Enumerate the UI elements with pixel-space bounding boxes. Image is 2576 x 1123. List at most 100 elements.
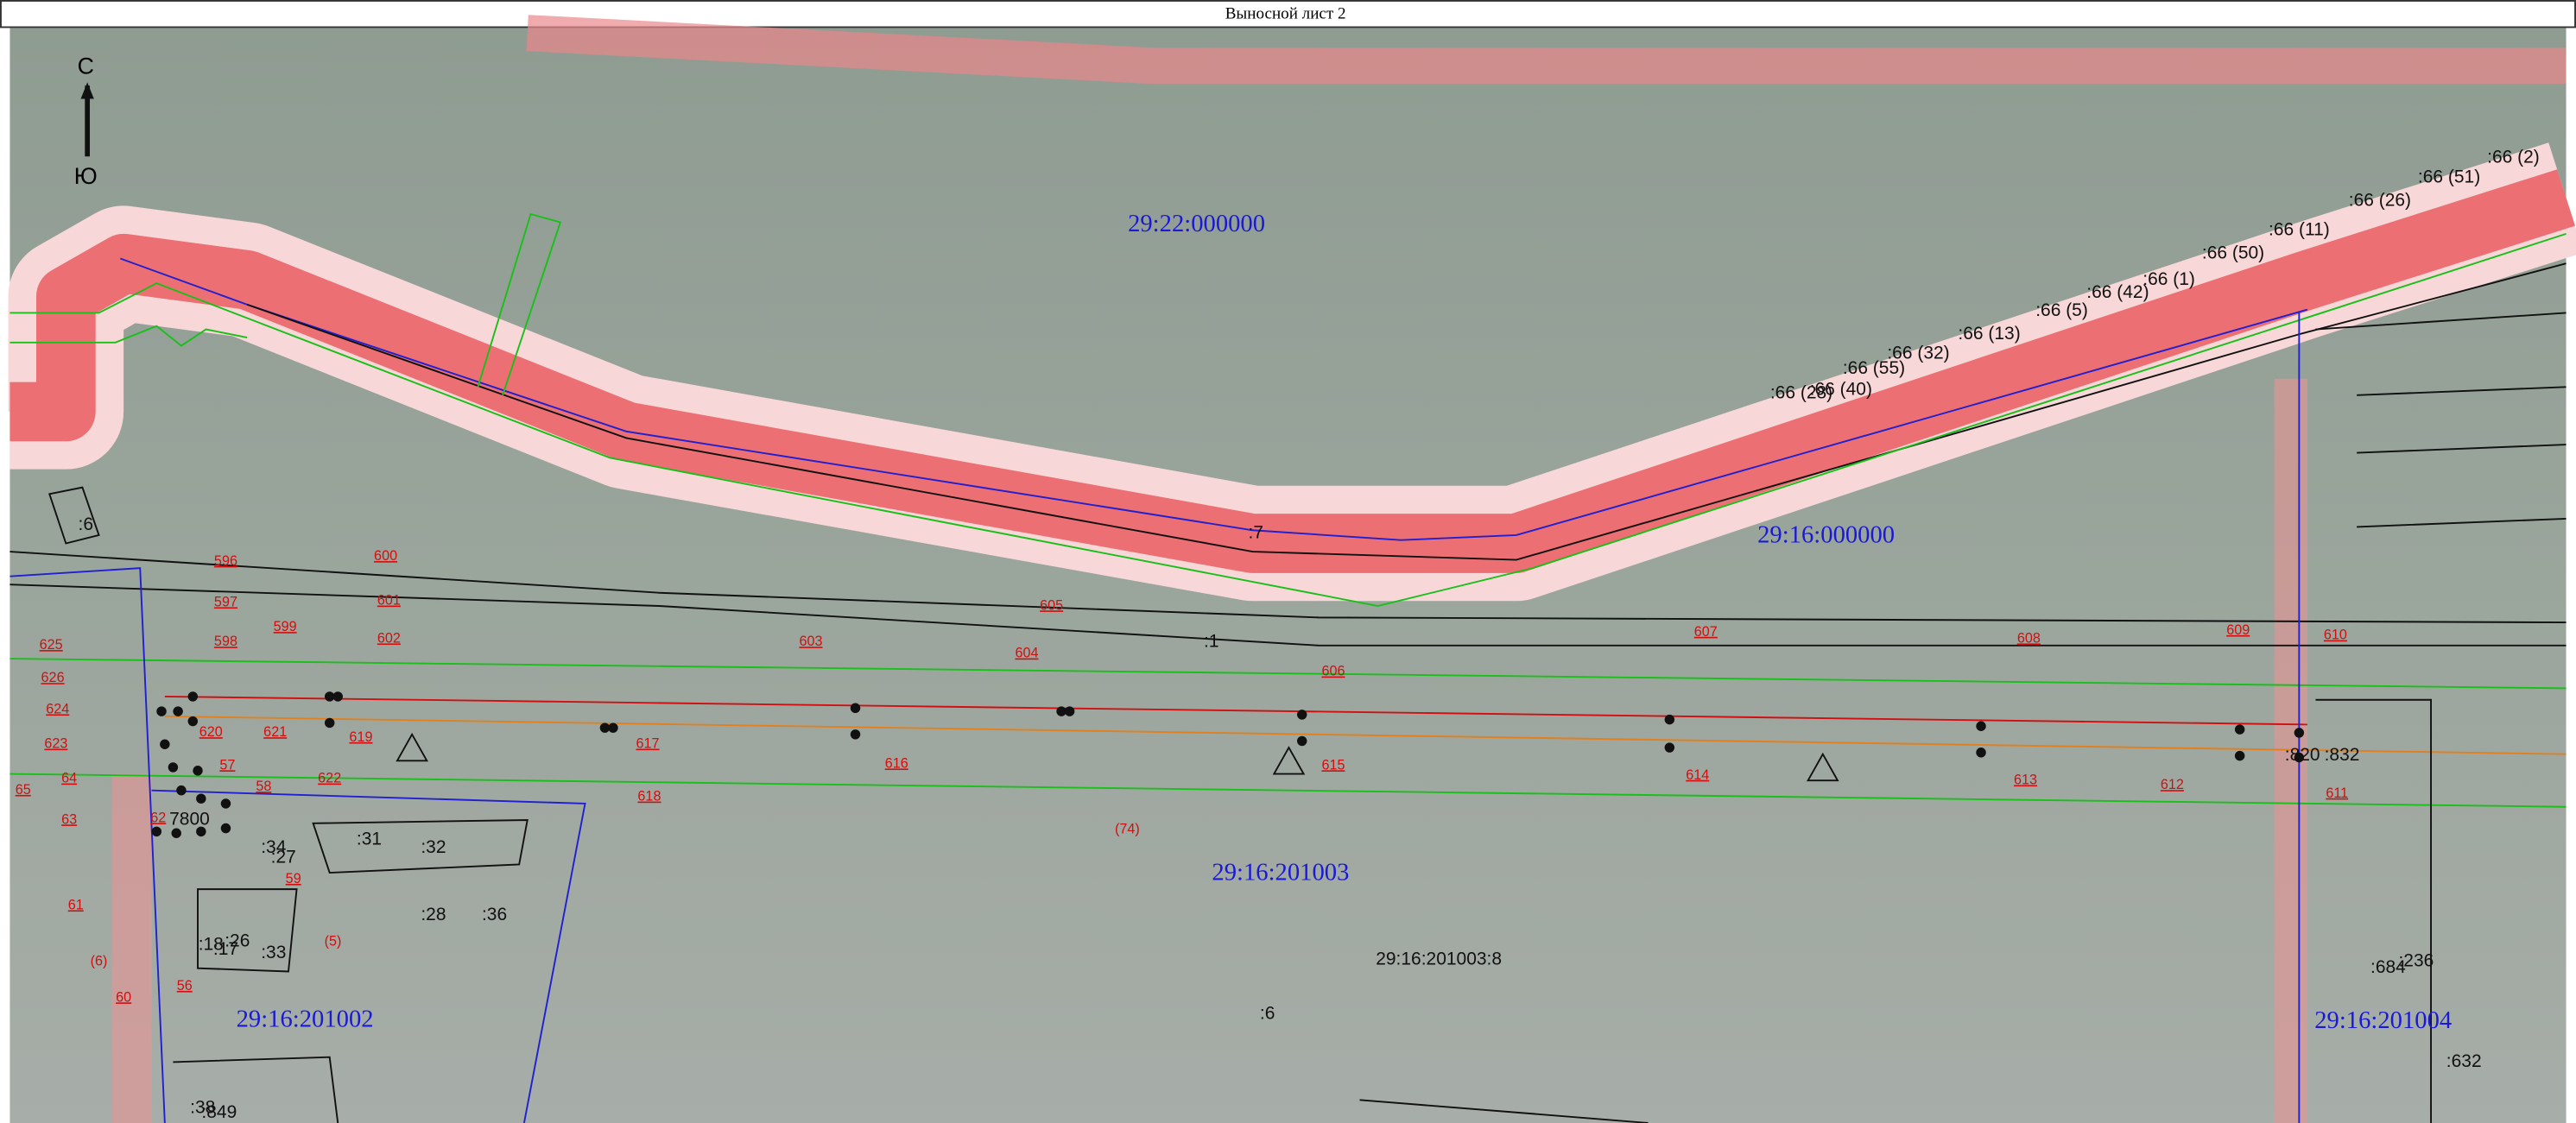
point-label: 610	[2324, 628, 2347, 643]
survey-point	[151, 826, 162, 837]
survey-point	[1296, 735, 1307, 747]
parcel-label: :684	[2370, 957, 2406, 977]
point-label: 603	[799, 634, 822, 649]
survey-point	[324, 717, 335, 729]
point-label: (6)	[91, 953, 108, 968]
survey-point	[608, 722, 618, 733]
point-label: 599	[274, 619, 297, 634]
quarter-label: 29:16:201003	[1212, 859, 1349, 886]
point-label: 597	[214, 594, 237, 609]
quarter-label: 29:22:000000	[1128, 210, 1265, 237]
quarter-label: 29:16:201004	[2314, 1006, 2452, 1034]
point-label: 618	[637, 789, 661, 804]
title: Выносной лист 2	[1225, 5, 1346, 23]
parcel-66-label: :66 (11)	[2269, 220, 2330, 240]
survey-point	[1064, 706, 1075, 716]
point-label: 600	[374, 548, 397, 564]
point-label: 604	[1015, 646, 1038, 661]
point-label: 613	[2014, 772, 2037, 787]
parcel-label: :849	[201, 1102, 237, 1122]
survey-point	[850, 703, 861, 714]
point-label: 56	[177, 978, 193, 994]
parcel-66-label: :66 (51)	[2418, 167, 2480, 187]
parcel-label: :31	[357, 829, 382, 849]
parcel-label: :28	[421, 905, 446, 924]
survey-point	[220, 823, 231, 834]
point-label: 605	[1040, 597, 1063, 613]
parcel-label: :832	[2325, 745, 2360, 765]
survey-point	[2234, 724, 2245, 735]
parcel-66-label: :66 (13)	[1958, 324, 2020, 344]
point-label: (5)	[325, 933, 342, 949]
survey-point	[168, 762, 179, 773]
survey-point	[2294, 752, 2305, 763]
survey-point	[1296, 710, 1307, 720]
survey-point	[173, 706, 183, 716]
parcel-66-label: :66 (42)	[2086, 282, 2149, 302]
survey-point	[196, 793, 206, 804]
parcel-66-label: :66 (26)	[2349, 190, 2411, 210]
survey-point	[850, 729, 861, 740]
labels: 29:22:000000 29:16:000000 29:16:201003 29:1…	[16, 148, 2540, 1122]
survey-point	[599, 722, 611, 733]
point-label: 62	[150, 810, 166, 825]
parcel-label: :32	[421, 837, 446, 857]
survey-point	[2294, 728, 2305, 738]
survey-point	[1056, 706, 1066, 716]
survey-point	[196, 826, 206, 837]
point-label: 65	[16, 782, 31, 798]
parcel-66-label: :66 (50)	[2202, 243, 2264, 262]
parcel-main: 29:16:201003:8	[1376, 950, 1502, 969]
buffer-zone	[8, 15, 2576, 1123]
parcel-66-label: :66 (1)	[2142, 269, 2195, 289]
survey-point	[1664, 742, 1675, 753]
point-label: 611	[2326, 785, 2348, 801]
parcel-label: :1	[1204, 632, 1219, 652]
survey-point	[187, 691, 199, 702]
point-label: 601	[377, 593, 401, 609]
survey-point	[193, 766, 203, 776]
point-label: 63	[61, 811, 77, 827]
survey-point	[1976, 721, 1986, 731]
parcel-label: :33	[261, 943, 286, 962]
survey-point	[176, 785, 187, 796]
point-label: 609	[2226, 622, 2250, 638]
point-label: 607	[1694, 624, 1718, 640]
survey-point	[156, 706, 167, 716]
survey-point	[2234, 750, 2245, 761]
parcel-label: 7800	[169, 810, 210, 830]
parcel-66-label: :66 (32)	[1887, 344, 1949, 363]
parcel-label: :6	[1260, 1004, 1275, 1024]
point-label: 614	[1686, 767, 1709, 783]
point-label: 596	[214, 553, 237, 569]
point-label: (74)	[1115, 822, 1140, 837]
point-label: 623	[44, 736, 67, 752]
survey-point	[171, 828, 181, 838]
quarter-label: 29:16:201002	[237, 1005, 374, 1032]
survey-points	[151, 691, 2305, 838]
point-label: 612	[2161, 777, 2184, 792]
triangles	[396, 732, 1839, 782]
north-label: С	[78, 53, 94, 79]
point-label: 616	[885, 755, 908, 771]
parcel-label: :236	[2398, 951, 2434, 971]
point-label: 64	[61, 771, 77, 786]
point-label: 606	[1321, 664, 1345, 679]
survey-point	[332, 691, 343, 702]
point-label: 626	[41, 670, 65, 685]
survey-point	[187, 716, 199, 727]
parcel-label: :34	[261, 837, 286, 857]
boundaries	[9, 212, 2567, 1123]
parcel-label: :17	[213, 939, 238, 959]
parcel-66-label: :66 (5)	[2035, 300, 2088, 320]
title-bar	[0, 0, 2576, 28]
survey-point	[220, 798, 231, 809]
parcel-label: :7	[1249, 523, 1264, 543]
point-label: 617	[636, 736, 660, 752]
parcel-66-label: :66 (2)	[2487, 148, 2540, 167]
parcel-label: :38	[190, 1097, 215, 1117]
point-label: 61	[68, 897, 84, 912]
point-label: 622	[318, 771, 341, 786]
